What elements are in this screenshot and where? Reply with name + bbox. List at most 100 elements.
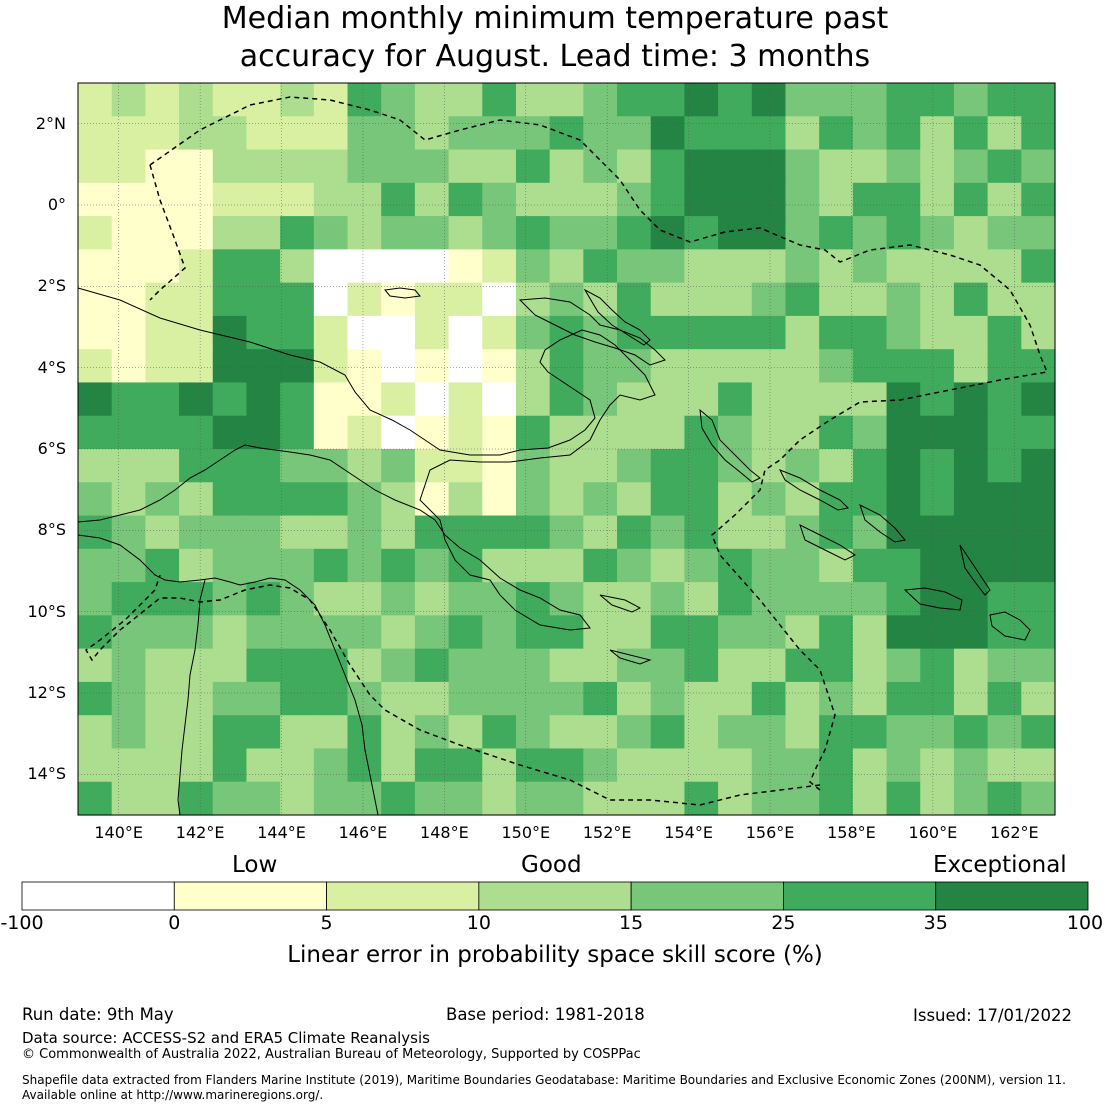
skill-cell (482, 149, 517, 184)
skill-cell (819, 149, 854, 184)
skill-cell (650, 648, 686, 683)
skill-cell (819, 83, 854, 117)
skill-cell (751, 615, 787, 650)
legend-category-good: Good (521, 852, 582, 878)
skill-cell (718, 748, 753, 783)
skill-cell (751, 548, 787, 583)
skill-cell (785, 482, 820, 517)
title-line-2: accuracy for August. Lead time: 3 months (239, 39, 871, 74)
skill-cell (179, 449, 214, 483)
skill-cell (886, 548, 921, 583)
skill-cell (347, 315, 382, 350)
skill-cell (179, 482, 214, 517)
skill-cell (684, 83, 719, 117)
skill-cell (583, 315, 618, 350)
x-tick-label: 152°E (582, 823, 632, 842)
colorbar-tick-label: 5 (320, 912, 333, 934)
solomon-island-1 (778, 469, 850, 511)
skill-cell (1021, 382, 1056, 417)
skill-cell (515, 83, 551, 117)
skill-cell (212, 382, 248, 417)
skill-cell (920, 216, 955, 250)
skill-cell (246, 382, 281, 417)
skill-cell (785, 149, 820, 184)
skill-cell (111, 315, 146, 350)
skill-cell (920, 249, 955, 284)
colorbar-segment (783, 881, 937, 911)
skill-cell (179, 149, 214, 184)
skill-cell (246, 249, 281, 284)
skill-cell (583, 182, 618, 217)
skill-cell (145, 715, 180, 750)
skill-cell (1021, 615, 1056, 650)
skill-cell (448, 282, 483, 317)
skill-cell (246, 482, 281, 517)
skill-cell (313, 482, 349, 517)
skill-cell (650, 449, 686, 483)
skill-cell (347, 116, 382, 151)
skill-cell (718, 648, 753, 683)
skill-cell (617, 182, 652, 217)
skill-cell (246, 282, 281, 317)
skill-cell (987, 315, 1022, 350)
skill-cell (448, 83, 483, 117)
skill-cell (145, 449, 180, 483)
skill-cell (1021, 648, 1056, 683)
skill-cell (617, 781, 652, 816)
skill-cell (819, 681, 854, 716)
skill-cell (583, 415, 618, 450)
skill-cell (684, 282, 719, 317)
skill-cell (987, 249, 1022, 284)
skill-cell (987, 681, 1022, 716)
skill-cell (347, 249, 382, 284)
skill-cell (515, 648, 551, 683)
skill-cell (78, 482, 113, 517)
skill-cell (953, 149, 989, 184)
skill-cell (78, 116, 113, 151)
skill-cell (482, 382, 517, 417)
skill-cell (920, 315, 955, 350)
skill-cell (280, 83, 315, 117)
skill-cell (179, 715, 214, 750)
skill-cell (145, 415, 180, 450)
skill-cell (785, 781, 820, 816)
skill-cell (145, 548, 180, 583)
skill-cell (751, 681, 787, 716)
skill-cell (920, 182, 955, 217)
skill-cell (650, 216, 686, 250)
skill-cell (549, 748, 584, 783)
skill-cell (549, 449, 584, 483)
map-gridlines (78, 83, 1055, 815)
skill-cell (482, 282, 517, 317)
skill-cell (1021, 449, 1056, 483)
skill-cell (549, 382, 584, 417)
colorbar-tick-label: 15 (619, 912, 644, 934)
skill-cell (785, 315, 820, 350)
skill-cell (718, 515, 753, 550)
eez-boundary-png-north (149, 96, 1049, 791)
skill-cell (212, 681, 248, 716)
skill-cell (448, 715, 483, 750)
skill-cell (179, 216, 214, 250)
skill-cell (819, 482, 854, 517)
skill-cell (920, 748, 955, 783)
skill-cell (852, 415, 888, 450)
skill-cell (78, 149, 113, 184)
skill-cell (819, 415, 854, 450)
skill-cell (751, 349, 787, 384)
skill-cell (617, 315, 652, 350)
skill-cell (246, 615, 281, 650)
y-tick-label: 0° (47, 195, 66, 214)
skill-cell (953, 681, 989, 716)
skill-cell (414, 715, 450, 750)
skill-cell (617, 415, 652, 450)
skill-cell (246, 648, 281, 683)
skill-cell (987, 282, 1022, 317)
skill-cell (78, 282, 113, 317)
skill-cell (347, 83, 382, 117)
skill-cell (1021, 83, 1056, 117)
skill-cell (1021, 548, 1056, 583)
skill-cell (617, 648, 652, 683)
skill-cell (617, 582, 652, 616)
